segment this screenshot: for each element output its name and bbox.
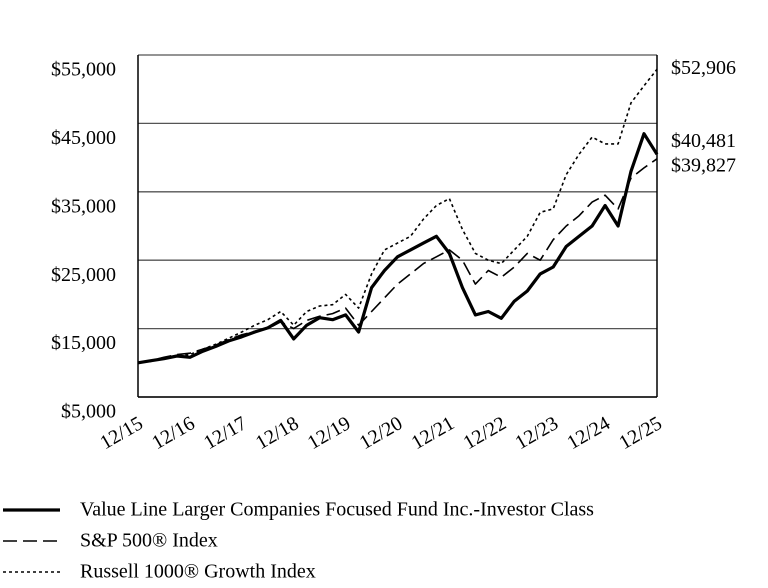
- x-tick-label: 12/18: [252, 412, 302, 454]
- x-tick-label: 12/17: [200, 412, 250, 454]
- y-tick-label: $25,000: [51, 264, 116, 286]
- series-line: [137, 68, 658, 364]
- x-tick-label: 12/24: [563, 412, 613, 454]
- end-value-label: $40,481: [671, 130, 736, 152]
- x-tick-label: 12/23: [512, 412, 562, 454]
- y-tick-label: $5,000: [61, 401, 116, 423]
- end-value-label: $52,906: [671, 57, 736, 79]
- legend-label: Value Line Larger Companies Focused Fund…: [80, 499, 594, 521]
- x-tick-label: 12/19: [304, 412, 354, 454]
- x-tick-label: 12/25: [615, 412, 665, 454]
- y-tick-label: $45,000: [51, 127, 116, 149]
- legend-label: S&P 500® Index: [80, 530, 218, 552]
- series-line: [137, 132, 659, 365]
- y-tick-label: $35,000: [51, 195, 116, 217]
- x-tick-label: 12/16: [148, 412, 198, 454]
- x-tick-label: 12/22: [460, 412, 510, 454]
- series-line: [137, 158, 658, 364]
- y-tick-label: $55,000: [51, 59, 116, 81]
- x-tick-label: 12/20: [356, 412, 406, 454]
- end-value-label: $39,827: [671, 154, 736, 176]
- x-tick-label: 12/21: [408, 412, 458, 454]
- legend-label: Russell 1000® Growth Index: [80, 561, 316, 583]
- y-tick-label: $15,000: [51, 332, 116, 354]
